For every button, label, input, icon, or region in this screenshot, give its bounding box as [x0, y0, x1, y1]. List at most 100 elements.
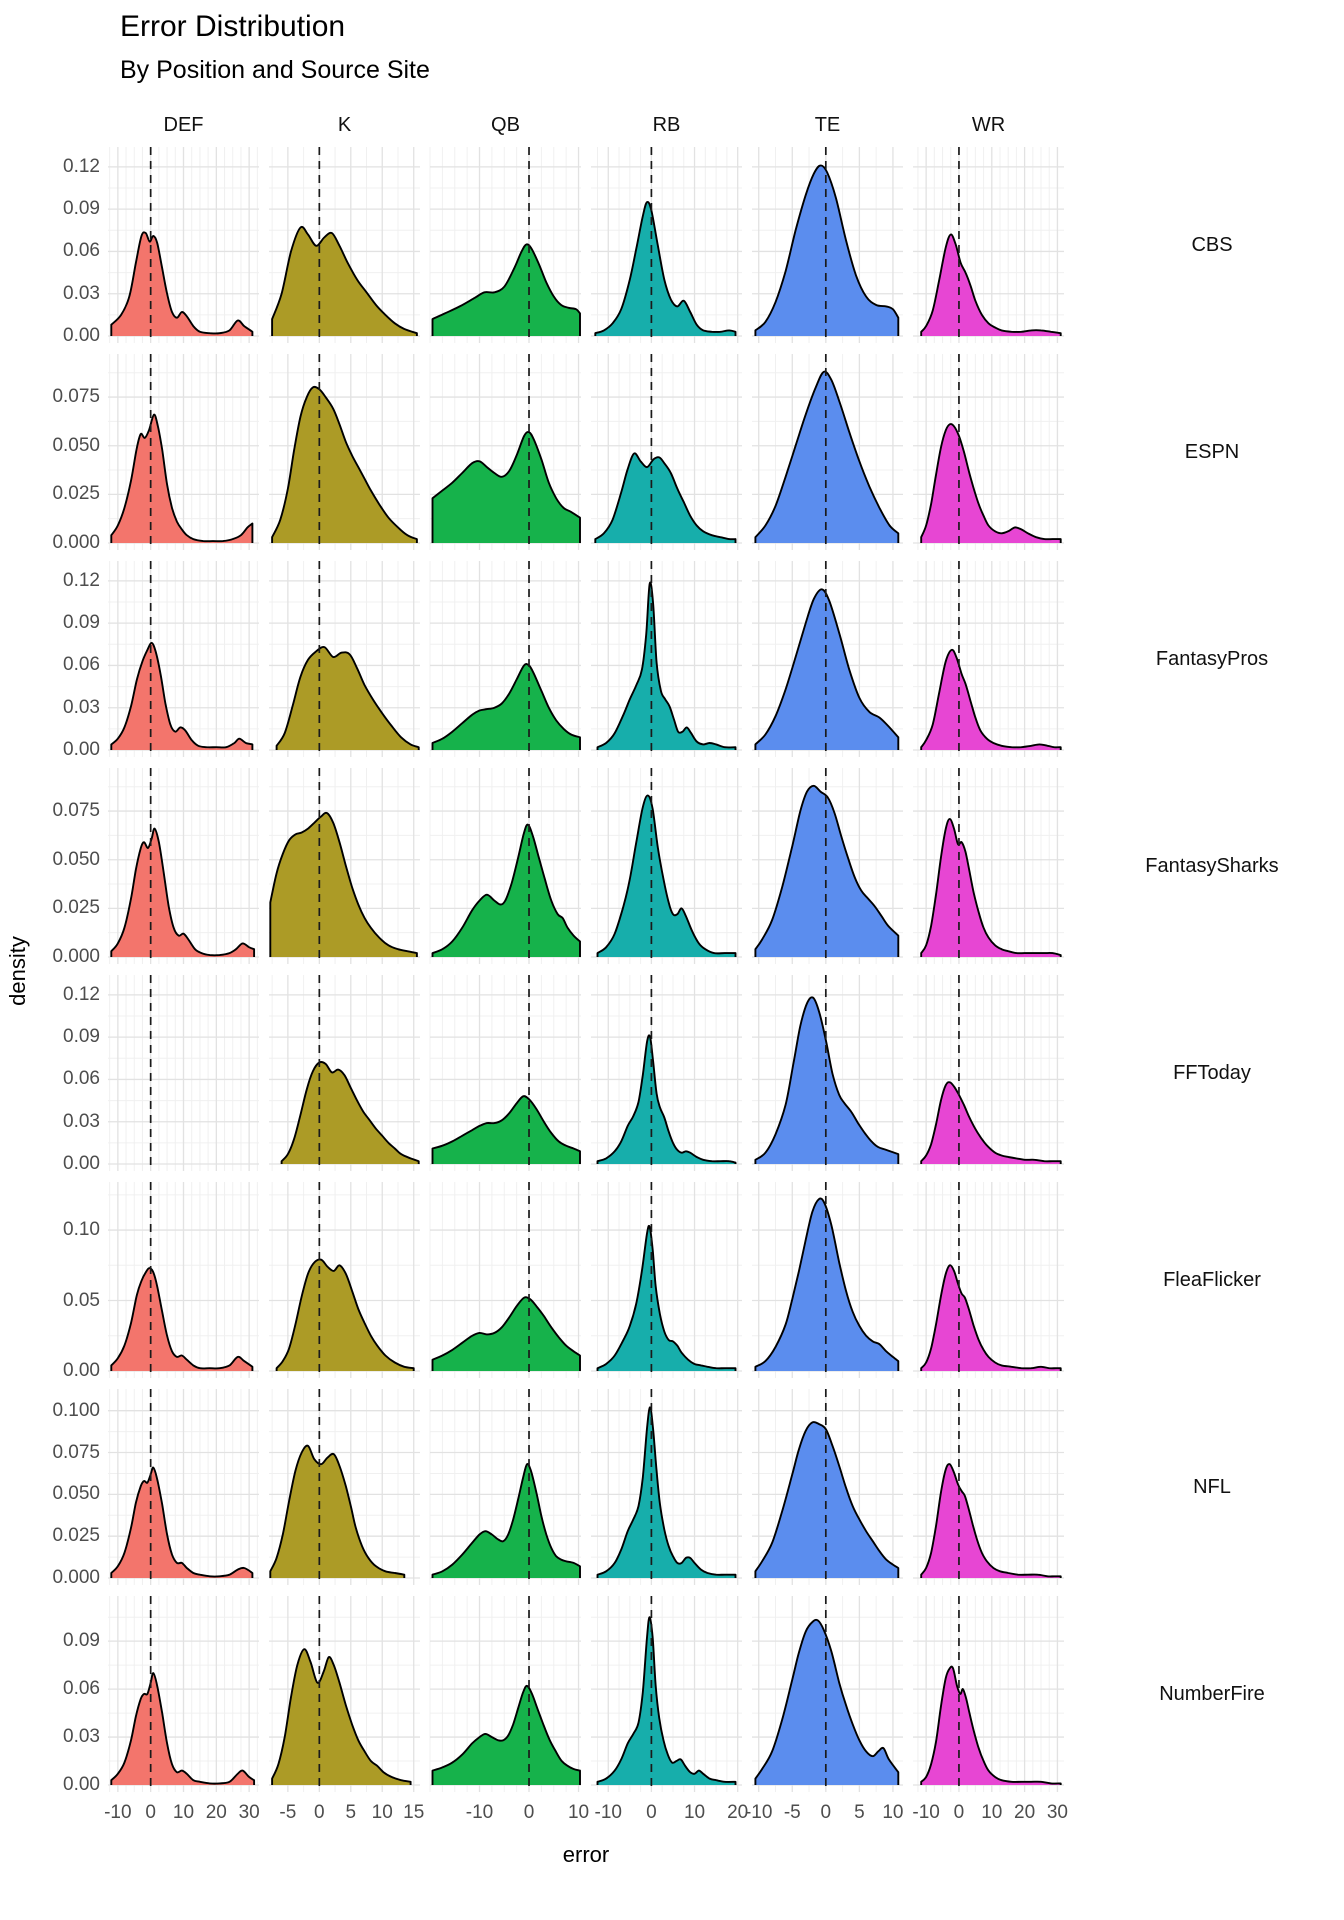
- density-curve: [920, 423, 1062, 543]
- density-fill: [432, 824, 580, 957]
- density-fill: [270, 812, 417, 957]
- density-fill: [921, 1464, 1061, 1578]
- facet-row-label-fantasysharks: FantasySharks: [1145, 854, 1279, 877]
- density-fill: [755, 165, 899, 336]
- facet-column-label-rb: RB: [652, 113, 681, 136]
- density-panel-fantasysharks-rb: [591, 768, 742, 964]
- x-tick-label: -10: [912, 1802, 940, 1823]
- facet-row-label-nfl: NFL: [1193, 1475, 1231, 1498]
- facet-column-label-te: TE: [814, 113, 841, 136]
- x-tick-label: 0: [523, 1802, 535, 1823]
- density-panel-fftoday-wr: [913, 975, 1064, 1171]
- x-tick-label: 5: [854, 1802, 865, 1823]
- x-tick-label: 0: [953, 1802, 965, 1823]
- facet-row-label-fantasypros: FantasyPros: [1155, 647, 1269, 670]
- density-panel-cbs-wr: [913, 147, 1064, 343]
- y-tick-label: 0.00: [63, 1774, 100, 1795]
- density-fill: [111, 414, 253, 543]
- density-fill: [597, 795, 736, 957]
- density-curve: [271, 385, 418, 543]
- y-tick-label: 0.03: [63, 1726, 100, 1748]
- density-panel-fantasypros-k: [269, 561, 420, 757]
- density-panel-espn-qb: [429, 354, 581, 550]
- facet-row-label-cbs: CBS: [1191, 233, 1233, 256]
- x-tick-label: 0: [145, 1802, 156, 1823]
- density-fill: [276, 1259, 414, 1371]
- density-panel-numberfire-te: [752, 1596, 903, 1792]
- y-tick-label: 0.00: [63, 325, 100, 346]
- density-fill: [111, 1673, 255, 1785]
- density-fill: [921, 234, 1061, 336]
- density-curve: [431, 1296, 581, 1371]
- x-tick-label: -5: [783, 1802, 801, 1823]
- y-tick-label: 0.06: [63, 654, 100, 676]
- density-curve: [269, 1444, 406, 1578]
- density-curve: [110, 1267, 254, 1371]
- density-fill: [111, 828, 255, 957]
- density-curve: [110, 827, 256, 957]
- density-curve: [920, 233, 1062, 336]
- density-curve: [920, 1665, 1062, 1785]
- y-tick-label: 0.06: [63, 240, 100, 262]
- density-fill: [111, 232, 253, 336]
- density-curve: [431, 1095, 581, 1164]
- density-panel-fleaflicker-qb: [429, 1182, 581, 1378]
- density-curve: [596, 1034, 737, 1164]
- facet-row-label-espn: ESPN: [1184, 440, 1240, 463]
- density-fill: [921, 1265, 1061, 1371]
- density-panel-fantasypros-wr: [913, 561, 1064, 757]
- density-panel-espn-k: [269, 354, 420, 550]
- density-panel-espn-def: [108, 354, 259, 550]
- x-tick-label: 10: [371, 1802, 393, 1823]
- density-curve: [594, 452, 737, 543]
- density-fill: [755, 997, 899, 1164]
- facet-row-label-fleaflicker: FleaFlicker: [1163, 1268, 1261, 1291]
- density-panel-fantasysharks-te: [752, 768, 903, 964]
- x-tick-label: 10: [683, 1802, 706, 1823]
- density-curve: [754, 996, 900, 1164]
- plot-subtitle: By Position and Source Site: [120, 56, 430, 84]
- x-tick-label: 10: [981, 1802, 1003, 1823]
- density-curve: [920, 1463, 1062, 1578]
- facet-column-label-wr: WR: [971, 113, 1006, 136]
- y-tick-label: 0.075: [52, 1441, 100, 1463]
- x-tick-label: 15: [403, 1802, 425, 1823]
- density-panel-nfl-rb: [591, 1389, 742, 1585]
- density-fill: [432, 431, 580, 543]
- y-tick-label: 0.050: [52, 848, 100, 870]
- x-tick-label: 30: [238, 1802, 260, 1823]
- y-tick-label: 0.06: [63, 1068, 100, 1090]
- density-panel-fleaflicker-wr: [913, 1182, 1064, 1378]
- y-tick-label: 0.025: [52, 897, 100, 919]
- density-curve: [275, 1258, 415, 1371]
- facet-column-label-qb: QB: [491, 113, 520, 136]
- density-panel-fantasysharks-def: [108, 768, 259, 964]
- y-tick-label: 0.025: [52, 483, 100, 505]
- density-fill: [597, 1407, 736, 1578]
- density-fill: [276, 646, 419, 750]
- density-fill: [921, 818, 1061, 957]
- density-curve: [280, 1061, 420, 1164]
- y-tick-label: 0.12: [63, 569, 100, 591]
- density-curve: [920, 1264, 1062, 1371]
- density-panel-numberfire-rb: [591, 1596, 742, 1792]
- x-tick-label: -10: [104, 1802, 132, 1823]
- density-fill: [921, 424, 1061, 543]
- x-tick-label: -5: [279, 1802, 297, 1823]
- density-panel-nfl-k: [269, 1389, 420, 1585]
- density-fill: [921, 1082, 1061, 1164]
- density-panel-fleaflicker-te: [752, 1182, 903, 1378]
- density-fill: [597, 1035, 736, 1164]
- density-fill: [270, 1445, 405, 1578]
- density-panel-cbs-k: [269, 147, 420, 343]
- density-fill: [432, 1685, 580, 1785]
- y-tick-label: 0.075: [52, 386, 100, 408]
- density-curve: [431, 1684, 581, 1785]
- facet-row-label-numberfire: NumberFire: [1159, 1682, 1265, 1705]
- y-tick-label: 0.09: [63, 1026, 100, 1048]
- density-fill: [597, 582, 736, 750]
- density-curve: [431, 823, 581, 957]
- x-tick-label: 20: [205, 1802, 227, 1823]
- x-tick-label: 10: [882, 1802, 904, 1823]
